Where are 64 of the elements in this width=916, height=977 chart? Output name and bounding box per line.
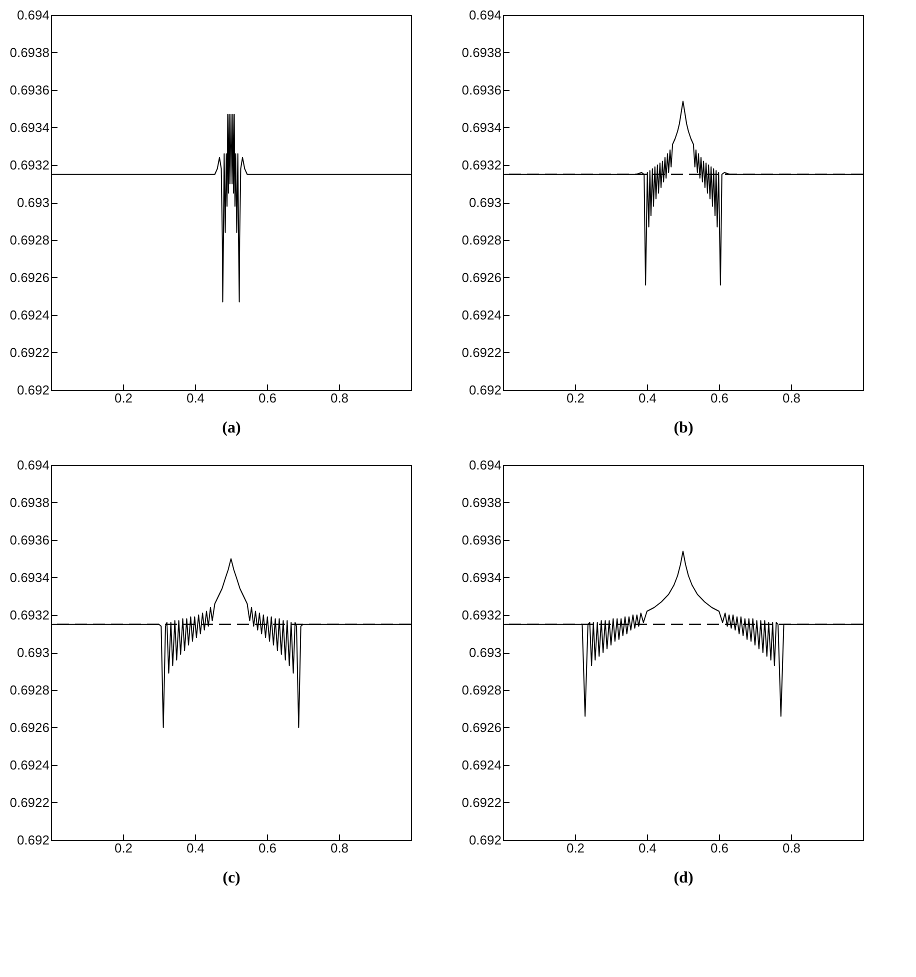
y-tick-label: 0.6922 — [462, 795, 502, 810]
x-tick-label: 0.2 — [114, 840, 133, 856]
x-tick-label: 0.8 — [782, 390, 801, 406]
x-tick-label: 0.6 — [710, 390, 729, 406]
y-tick-label: 0.692 — [468, 382, 502, 398]
y-tick-label: 0.6924 — [462, 758, 502, 772]
x-tick-label: 0.8 — [330, 390, 349, 406]
y-tick-label: 0.692 — [468, 832, 502, 848]
y-tick-label: 0.6938 — [10, 495, 50, 510]
y-tick-label: 0.693 — [16, 645, 50, 660]
y-tick-label: 0.693 — [468, 645, 502, 660]
x-tick-label: 0.2 — [566, 840, 585, 856]
y-tick-label: 0.6932 — [10, 158, 50, 172]
y-tick-label: 0.6922 — [462, 345, 502, 360]
y-tick-label: 0.694 — [16, 8, 50, 22]
y-tick-label: 0.694 — [468, 458, 502, 472]
y-tick-label: 0.6938 — [462, 495, 502, 510]
x-axis-title: (b) — [674, 420, 694, 436]
y-tick-label: 0.6924 — [10, 308, 50, 322]
y-tick-label: 0.6934 — [10, 120, 50, 135]
y-tick-label: 0.6936 — [10, 82, 50, 98]
y-tick-label: 0.6924 — [462, 308, 502, 322]
x-tick-label: 0.2 — [114, 390, 133, 406]
y-tick-label: 0.693 — [16, 195, 50, 210]
y-tick-label: 0.692 — [16, 832, 50, 848]
y-tick-label: 0.6928 — [10, 682, 50, 698]
y-tick-label: 0.6936 — [462, 82, 502, 98]
x-axis-title: (c) — [222, 870, 240, 886]
y-tick-label: 0.694 — [16, 458, 50, 472]
y-tick-label: 0.6924 — [10, 758, 50, 772]
x-tick-label: 0.6 — [258, 390, 277, 406]
y-tick-label: 0.694 — [468, 8, 502, 22]
y-tick-label: 0.6928 — [462, 682, 502, 698]
y-tick-label: 0.6926 — [462, 720, 502, 735]
y-tick-label: 0.6938 — [10, 45, 50, 60]
y-tick-label: 0.6938 — [462, 45, 502, 60]
x-tick-label: 0.8 — [782, 840, 801, 856]
y-tick-label: 0.6934 — [10, 570, 50, 585]
y-tick-label: 0.6934 — [462, 120, 502, 135]
y-tick-label: 0.6926 — [10, 270, 50, 285]
y-tick-label: 0.6922 — [10, 795, 50, 810]
y-tick-label: 0.6932 — [10, 608, 50, 622]
x-tick-label: 0.2 — [566, 390, 585, 406]
y-tick-label: 0.692 — [16, 382, 50, 398]
x-tick-label: 0.4 — [186, 840, 205, 856]
x-tick-label: 0.4 — [638, 390, 657, 406]
x-tick-label: 0.8 — [330, 840, 349, 856]
x-tick-label: 0.6 — [258, 840, 277, 856]
x-tick-label: 0.6 — [710, 840, 729, 856]
y-tick-label: 0.6936 — [10, 532, 50, 548]
y-tick-label: 0.6922 — [10, 345, 50, 360]
y-tick-label: 0.6926 — [462, 270, 502, 285]
y-tick-label: 0.6934 — [462, 570, 502, 585]
y-tick-label: 0.6936 — [462, 532, 502, 548]
x-axis-title: (a) — [222, 420, 241, 436]
y-tick-label: 0.6932 — [462, 158, 502, 172]
y-tick-label: 0.693 — [468, 195, 502, 210]
y-tick-label: 0.6928 — [462, 232, 502, 248]
x-tick-label: 0.4 — [186, 390, 205, 406]
y-tick-label: 0.6932 — [462, 608, 502, 622]
x-tick-label: 0.4 — [638, 840, 657, 856]
x-axis-title: (d) — [674, 870, 694, 886]
y-tick-label: 0.6926 — [10, 720, 50, 735]
y-tick-label: 0.6928 — [10, 232, 50, 248]
